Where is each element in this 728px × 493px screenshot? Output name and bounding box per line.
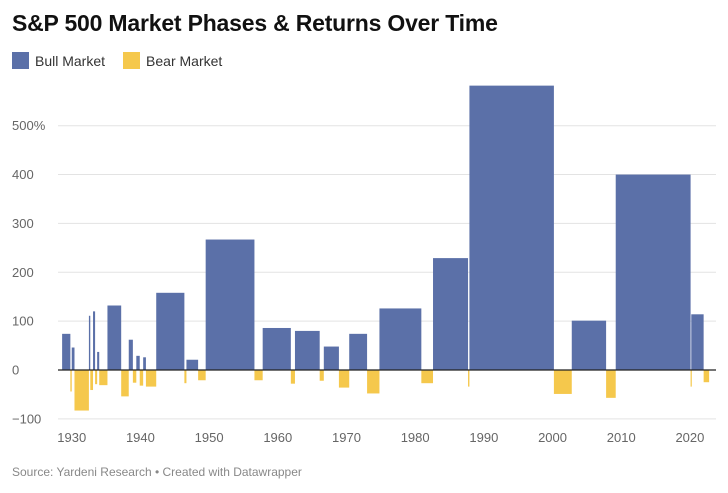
x-tick-label: 2020 (675, 430, 704, 445)
x-tick-label: 1940 (126, 430, 155, 445)
legend-label-bear: Bear Market (146, 52, 223, 69)
bull-market-bar (88, 315, 91, 370)
bear-market-bar (468, 370, 470, 387)
bull-market-bar (262, 327, 291, 370)
bull-market-bar (156, 292, 185, 370)
bull-market-bar (186, 359, 199, 370)
bull-market-bar (128, 339, 133, 370)
legend-item-bull: Bull Market (12, 52, 105, 69)
chart-legend: Bull Market Bear Market (12, 52, 240, 69)
bear-market-bar (74, 370, 89, 411)
y-tick-label: 0 (12, 363, 19, 378)
x-tick-label: 1970 (332, 430, 361, 445)
y-tick-label: −100 (12, 411, 41, 426)
bull-market-bar (469, 85, 554, 370)
y-tick-label: 200 (12, 265, 34, 280)
bull-market-bar (294, 330, 320, 370)
bear-market-bar (606, 370, 616, 398)
chart-title: S&P 500 Market Phases & Returns Over Tim… (12, 10, 498, 36)
bull-market-bar (571, 320, 607, 370)
bear-market-bar (553, 370, 572, 394)
bull-market-bar (93, 311, 96, 370)
bull-market-bar (62, 333, 71, 370)
bear-market-bar (319, 370, 324, 381)
bear-market-bar (70, 370, 72, 392)
bull-market-bar (379, 308, 422, 370)
y-tick-label: 100 (12, 314, 34, 329)
x-tick-label: 1950 (195, 430, 224, 445)
bars (62, 85, 710, 411)
x-tick-label: 2000 (538, 430, 567, 445)
bear-market-bar (338, 370, 350, 388)
x-tick-label: 1930 (57, 430, 86, 445)
legend-swatch-bull (12, 52, 29, 69)
bull-market-bar (97, 351, 100, 370)
legend-swatch-bear (123, 52, 141, 69)
bull-market-bar (691, 314, 704, 370)
bull-market-bar (71, 347, 75, 370)
y-tick-label: 400 (12, 167, 34, 182)
bull-market-bar (323, 346, 339, 370)
legend-label-bull: Bull Market (35, 52, 106, 69)
y-tick-label: 500% (12, 118, 46, 133)
x-tick-label: 1990 (469, 430, 498, 445)
bear-market-bar (90, 370, 94, 391)
bear-market-bar (290, 370, 295, 384)
bear-market-bar (254, 370, 263, 381)
bear-market-bar (95, 370, 98, 385)
bull-market-bar (205, 239, 255, 370)
bull-market-bar (349, 333, 368, 370)
bull-market-bar (433, 258, 469, 370)
x-axis-labels: 1930 1940 1950 1960 1970 1980 1990 2000 2010 2020 (57, 430, 704, 445)
bear-market-bar (690, 370, 692, 387)
x-tick-label: 1980 (401, 430, 430, 445)
x-tick-label: 1960 (263, 430, 292, 445)
y-axis-labels: 500% 400 300 200 100 0 −100 (12, 118, 46, 426)
bear-market-bar (145, 370, 157, 387)
bear-market-bar (132, 370, 137, 383)
bear-market-bar (421, 370, 434, 384)
bear-market-bar (99, 370, 108, 386)
bear-market-bar (184, 370, 187, 384)
bull-market-bar (107, 305, 122, 370)
source-note: Source: Yardeni Research • Created with … (12, 465, 302, 479)
bear-market-bar (139, 370, 144, 386)
bear-market-bar (121, 370, 129, 397)
bull-market-bar (615, 174, 691, 370)
legend-item-bear: Bear Market (123, 52, 222, 69)
y-tick-label: 300 (12, 216, 34, 231)
bear-market-bar (367, 370, 380, 394)
bull-market-bar (136, 355, 140, 370)
bull-market-bar (143, 357, 146, 370)
x-tick-label: 2010 (607, 430, 636, 445)
bear-market-bar (703, 370, 710, 383)
bear-market-bar (198, 370, 206, 381)
